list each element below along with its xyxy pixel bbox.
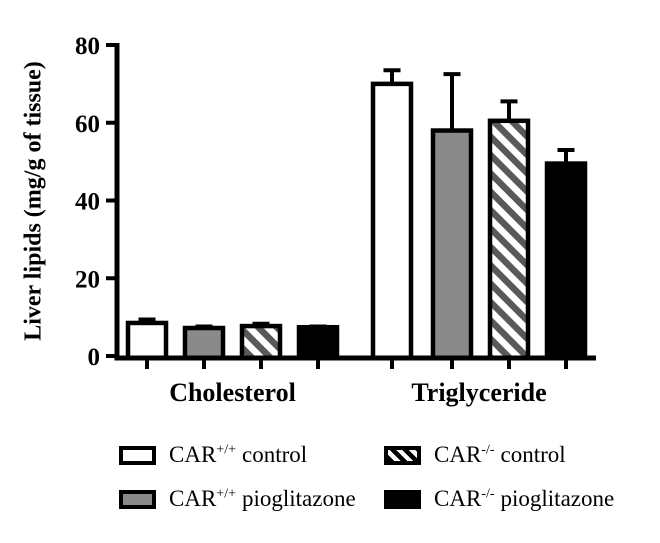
- legend-label-variant: control: [500, 442, 566, 467]
- bar-cholesterol-series-2: [239, 323, 283, 361]
- chart-plot-area: 0 20 40 60 80 Cholesterol Triglyceride: [75, 33, 596, 407]
- legend-label-sup: -/-: [481, 442, 495, 458]
- legend-swatch-white-icon: [119, 445, 156, 465]
- legend-label: CAR-/- control: [434, 442, 566, 468]
- y-tick-label: 40: [75, 189, 100, 216]
- legend-swatch-gray-icon: [119, 489, 156, 509]
- legend-label-base: CAR: [434, 442, 482, 467]
- y-tick-label: 80: [75, 33, 100, 60]
- legend-label-base: CAR: [169, 486, 217, 511]
- legend-label-variant: pioglitazone: [241, 486, 356, 511]
- legend-item-car-minus-pioglitazone: CAR-/- pioglitazone: [384, 486, 614, 512]
- y-tick-label: 0: [88, 344, 101, 371]
- bar-triglyceride-series-3: [544, 161, 588, 361]
- bar-triglyceride-series-2: [487, 118, 531, 361]
- legend-label: CAR+/+ pioglitazone: [169, 486, 356, 512]
- x-category-label-cholesterol: Cholesterol: [169, 378, 296, 407]
- legend-item-car-minus-control: CAR-/- control: [384, 442, 614, 468]
- legend-label-variant: control: [241, 442, 308, 467]
- legend-label-base: CAR: [434, 486, 482, 511]
- legend-label-variant: pioglitazone: [500, 486, 615, 511]
- y-axis-title: Liver lipids (mg/g of tissue): [20, 61, 47, 341]
- x-category-label-triglyceride: Triglyceride: [411, 378, 546, 407]
- legend-label: CAR+/+ control: [169, 442, 307, 468]
- legend-label-base: CAR: [169, 442, 217, 467]
- bar-cholesterol-series-1: [182, 325, 226, 361]
- bar-cholesterol-series-3: [296, 324, 340, 361]
- legend-swatch-black-icon: [384, 489, 421, 509]
- error-bar: [443, 72, 461, 134]
- chart-legend: CAR+/+ control CAR-/- control CAR+/+ piogli…: [119, 442, 614, 512]
- legend-label-sup: +/+: [216, 442, 236, 458]
- bar-cholesterol-series-0: [125, 320, 169, 361]
- y-tick-label: 60: [75, 111, 100, 138]
- legend-item-car-plus-control: CAR+/+ control: [119, 442, 384, 468]
- bar-triglyceride-series-0: [370, 81, 414, 361]
- bar-triglyceride-series-1: [430, 128, 474, 361]
- legend-label-sup: +/+: [216, 486, 236, 502]
- legend-label: CAR-/- pioglitazone: [434, 486, 614, 512]
- legend-item-car-plus-pioglitazone: CAR+/+ pioglitazone: [119, 486, 384, 512]
- legend-swatch-hatched-icon: [384, 445, 421, 465]
- y-tick-label: 20: [75, 266, 100, 293]
- legend-label-sup: -/-: [481, 486, 495, 502]
